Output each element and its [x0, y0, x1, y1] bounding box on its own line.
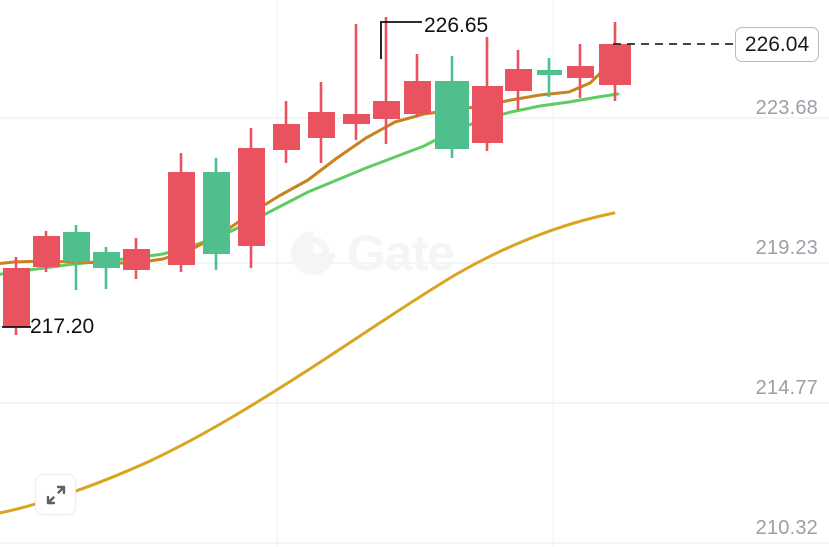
candle[interactable] [472, 37, 503, 151]
grid-horizontal [0, 117, 829, 544]
period-high-leader [380, 21, 422, 59]
y-axis-tick-2: 214.77 [755, 377, 818, 399]
y-axis-tick-3: 210.32 [755, 517, 818, 539]
candle[interactable] [404, 54, 431, 117]
grid-vertical [276, 0, 554, 547]
candle[interactable] [203, 158, 230, 270]
expand-arrows-icon [46, 485, 65, 504]
candle-period-high[interactable] [343, 24, 370, 140]
candle[interactable] [33, 231, 60, 272]
candle-series[interactable] [3, 17, 631, 335]
candle[interactable] [567, 44, 594, 98]
y-axis-tick-1: 219.23 [755, 237, 818, 259]
candle-doji[interactable] [537, 58, 562, 97]
y-axis-tick-0: 223.68 [755, 97, 818, 119]
candle[interactable] [273, 101, 300, 163]
ma-line-orange [0, 60, 614, 265]
candle[interactable] [168, 153, 195, 272]
candle[interactable] [373, 17, 400, 144]
ma-line-yellow [0, 211, 616, 515]
candle[interactable] [505, 50, 532, 110]
candle[interactable] [3, 257, 30, 335]
candle[interactable] [63, 225, 90, 290]
fullscreen-button[interactable] [35, 474, 76, 515]
candle[interactable] [123, 238, 150, 279]
candle[interactable] [93, 247, 120, 289]
candle[interactable] [308, 82, 335, 163]
period-low-label: 217.20 [30, 315, 95, 338]
candle-last[interactable] [599, 22, 631, 101]
last-price-tag[interactable]: 226.04 [735, 27, 819, 62]
candle[interactable] [238, 128, 265, 268]
period-high-label: 226.65 [424, 14, 489, 37]
candle[interactable] [435, 56, 469, 158]
